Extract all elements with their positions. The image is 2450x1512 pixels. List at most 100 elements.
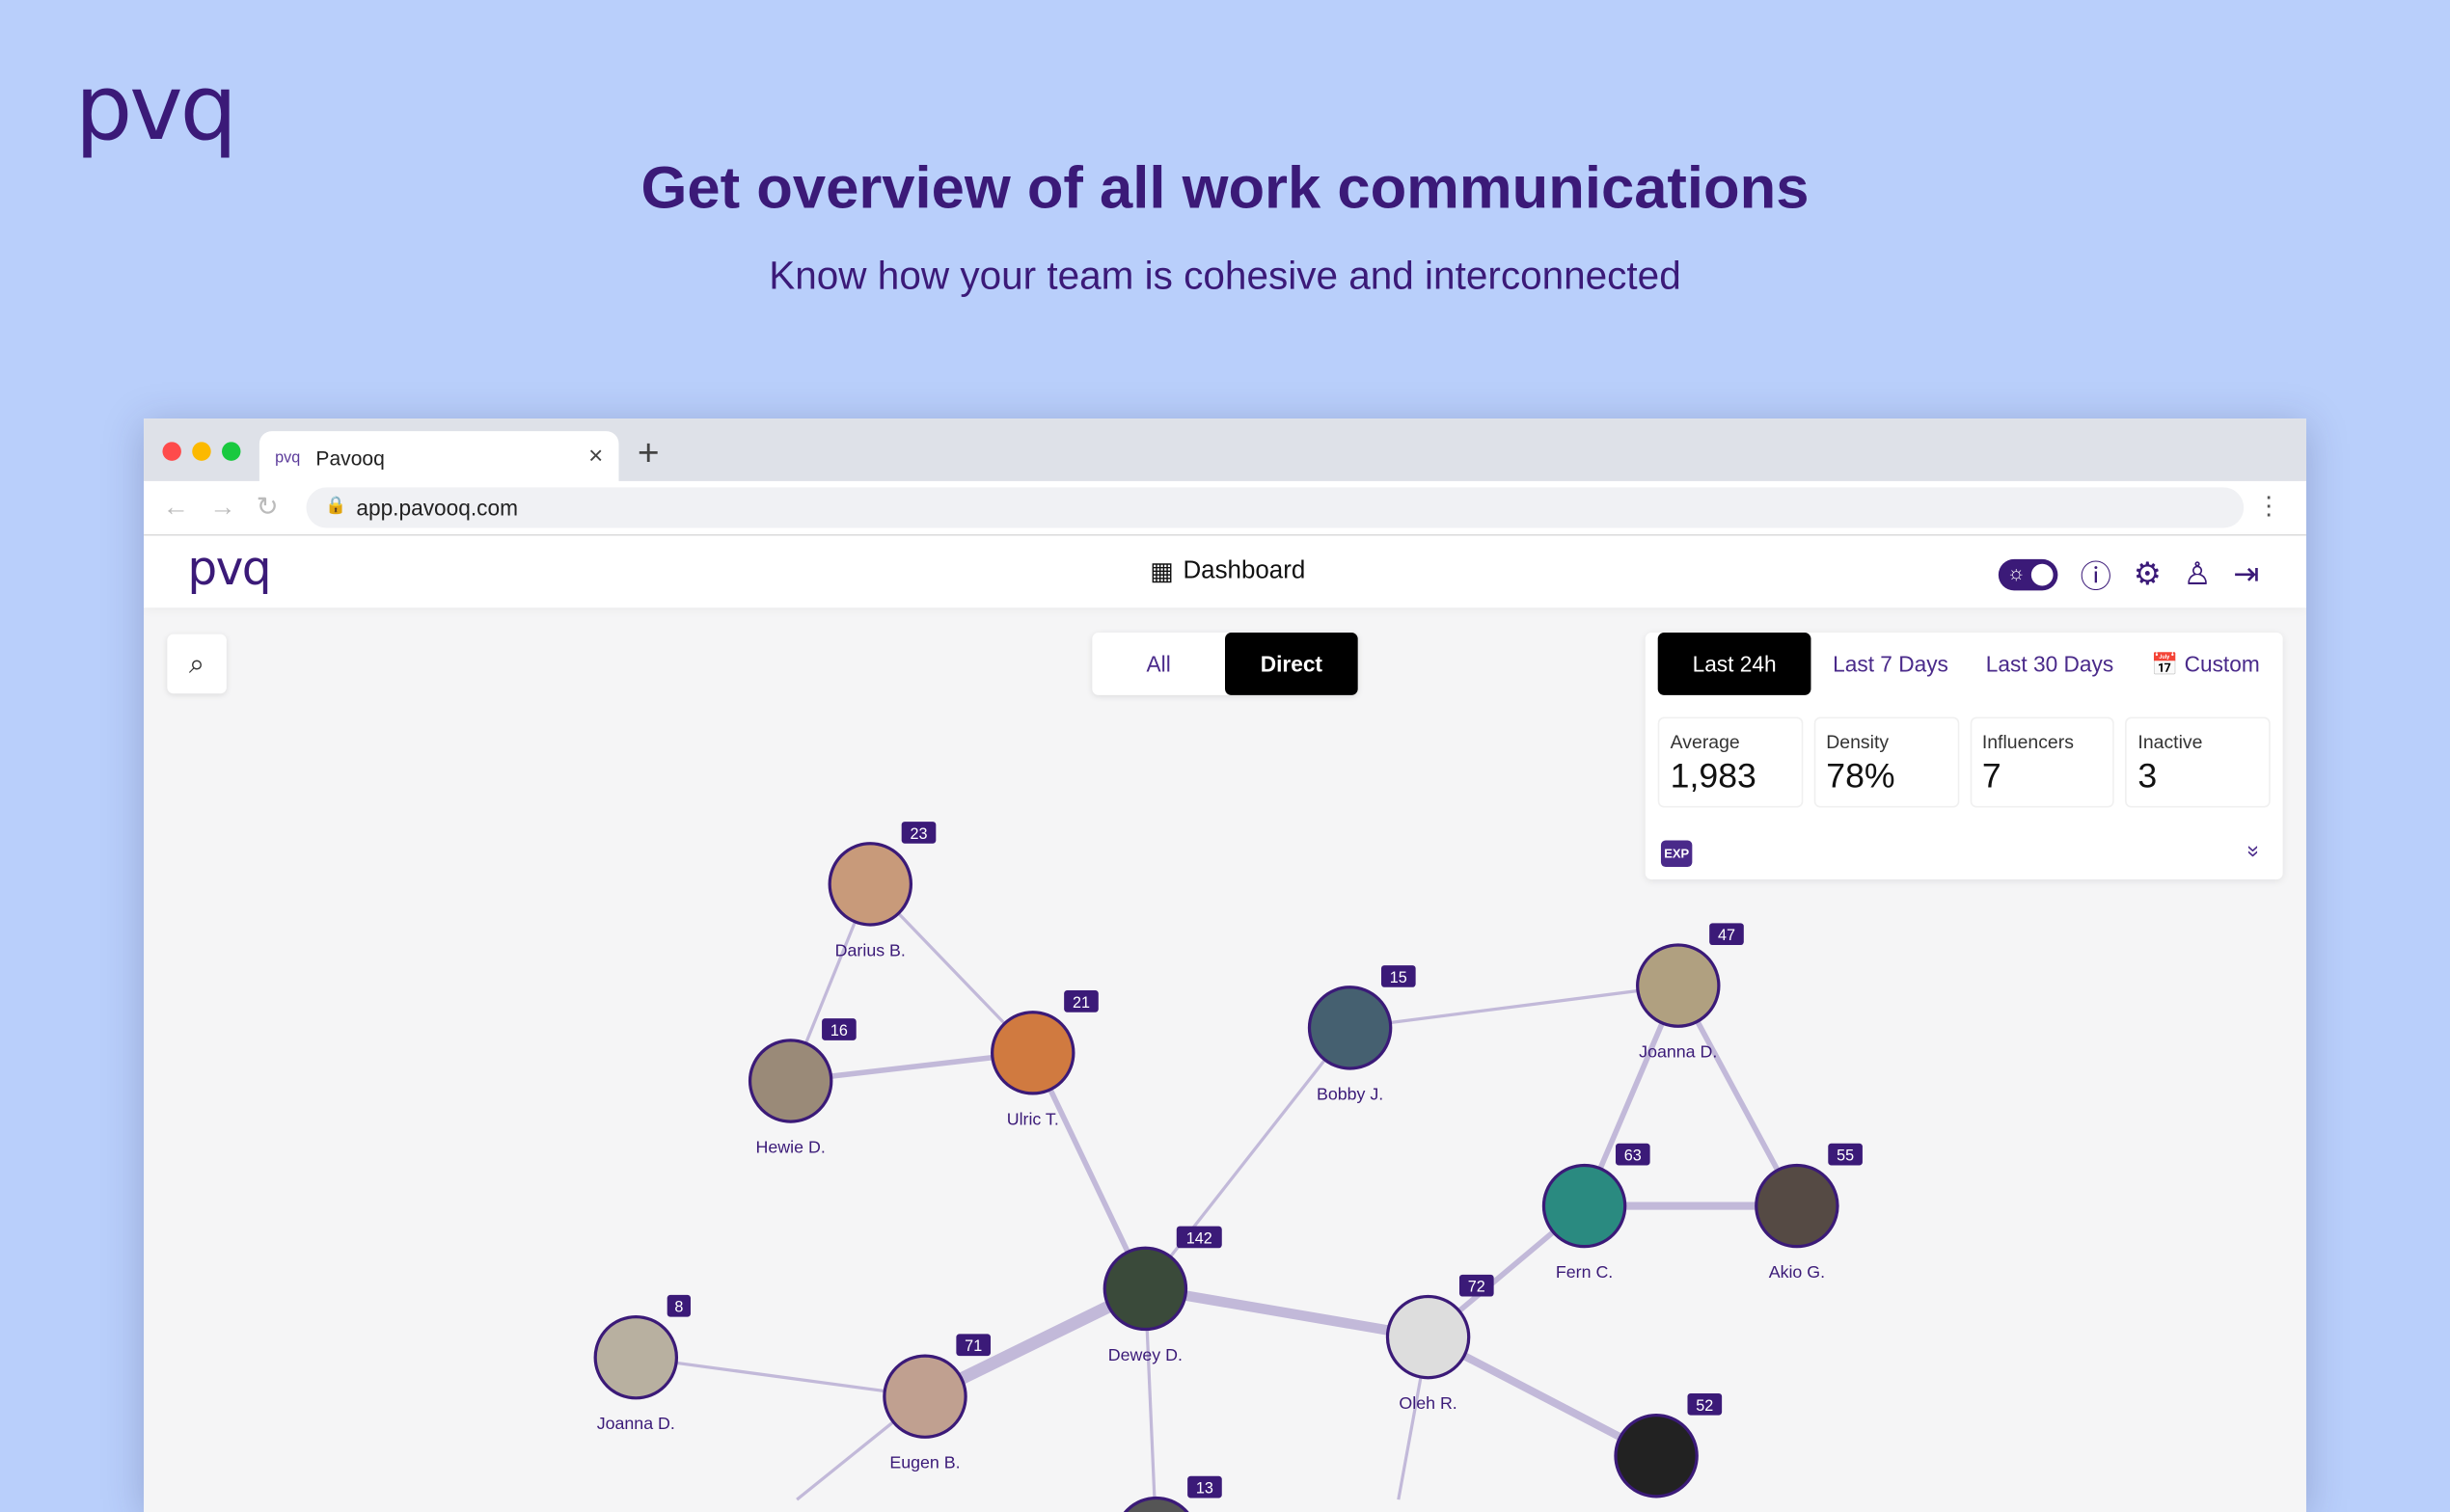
node-name: Oleh R. — [1399, 1393, 1456, 1413]
search-icon: ⌕ — [188, 648, 205, 680]
node-name: Bobby J. — [1317, 1084, 1383, 1103]
stat-value: 7 — [1981, 756, 2001, 796]
avatar[interactable] — [1541, 1163, 1627, 1249]
app-header: pvq ▦ Dashboard ☼ ⓘ ⚙ ♙ ⇥ — [144, 535, 2306, 608]
user-icon[interactable]: ♙ — [2183, 557, 2212, 592]
app-logo[interactable]: pvq — [187, 542, 271, 597]
filter-direct[interactable]: Direct — [1225, 633, 1358, 695]
avatar[interactable] — [1636, 943, 1721, 1028]
brand-logo: pvq — [74, 54, 237, 161]
badge-count: 8 — [674, 1299, 683, 1316]
menu-icon[interactable]: ⋮ — [2256, 493, 2282, 521]
gear-icon[interactable]: ⚙ — [2133, 557, 2162, 592]
node-akio[interactable]: 55 Akio G. — [1755, 1143, 1863, 1282]
avatar[interactable] — [1307, 986, 1393, 1070]
node-n52[interactable]: 52 — [1614, 1392, 1723, 1498]
filter-all[interactable]: All — [1146, 651, 1171, 677]
badge-count: 55 — [1837, 1148, 1854, 1165]
avatar[interactable] — [1102, 1246, 1188, 1332]
message-count-badge — [901, 822, 937, 844]
avatar[interactable] — [1385, 1294, 1471, 1380]
stat-influencers: Influencers 7 — [1969, 716, 2115, 808]
avatar[interactable] — [1755, 1163, 1839, 1249]
avatar[interactable] — [828, 842, 913, 927]
dashboard-nav[interactable]: ▦ Dashboard — [1150, 556, 1305, 587]
minimize-window-button[interactable] — [192, 442, 211, 461]
expand-chevron-icon[interactable]: » — [2242, 845, 2268, 858]
custom-label: Custom — [2184, 651, 2260, 677]
hero-title: Get overview of all work communications — [640, 155, 1810, 223]
node-hewie[interactable]: 16 Hewie D. — [748, 1018, 857, 1156]
node-fern[interactable]: 63 Fern C. — [1541, 1143, 1650, 1282]
node-dewey[interactable]: 142 Dewey D. — [1102, 1226, 1222, 1364]
node-joanna1[interactable]: 47 Joanna D. — [1636, 923, 1744, 1062]
badge-count: 72 — [1468, 1279, 1485, 1296]
node-name: Joanna D. — [597, 1414, 675, 1433]
address-bar: ← → ↻ 🔒 app.pavooq.com ⋮ — [144, 480, 2306, 536]
back-icon[interactable]: ← — [162, 492, 190, 523]
edge-bobby-dewey — [1144, 1026, 1351, 1290]
node-name: Ulric T. — [1007, 1109, 1059, 1128]
range-custom[interactable]: 📅 Custom — [2133, 633, 2279, 695]
node-oleh[interactable]: 72 Oleh R. — [1385, 1274, 1494, 1413]
theme-toggle[interactable]: ☼ — [1999, 558, 2058, 590]
tab-bar: pvq Pavooq × + — [144, 418, 2306, 485]
range-last-7-days[interactable]: Last 7 Days — [1833, 651, 1948, 677]
edge-dewey-oleh — [1144, 1283, 1429, 1342]
edge-ulric-dewey — [1030, 1051, 1148, 1290]
node-joanna2[interactable]: 8 Joanna D. — [593, 1294, 691, 1433]
range-last-24h[interactable]: Last 24h — [1657, 633, 1811, 695]
browser-window: pvq Pavooq × + ← → ↻ 🔒 app.pavooq.com ⋮ p… — [144, 418, 2306, 1512]
close-tab-icon[interactable]: × — [588, 444, 604, 471]
node-name: Fern C. — [1556, 1262, 1613, 1282]
node-n13[interactable]: 13 — [1116, 1475, 1222, 1512]
url-input[interactable]: 🔒 app.pavooq.com — [306, 487, 2245, 528]
calendar-icon: 📅 — [2151, 651, 2179, 677]
sun-icon: ☼ — [2006, 559, 2026, 584]
help-icon[interactable]: ⓘ — [2080, 560, 2112, 596]
message-count-badge — [1458, 1274, 1494, 1297]
stat-value: 1,983 — [1670, 756, 1756, 796]
forward-icon[interactable]: → — [209, 492, 236, 523]
badge-count: 52 — [1696, 1397, 1713, 1415]
node-darius[interactable]: 23 Darius B. — [828, 822, 937, 959]
page: pvq Get overview of all work communicati… — [74, 54, 2306, 1512]
badge-count: 47 — [1718, 927, 1735, 944]
badge-count: 71 — [965, 1337, 982, 1355]
node-eugen[interactable]: 71 Eugen B. — [883, 1334, 992, 1472]
stat-label: Influencers — [1981, 731, 2074, 753]
network-graph: 23 Darius B. 16 Hewie D. 21 Ulric T. 15 Bobby J… — [593, 822, 1863, 1512]
avatar[interactable] — [883, 1354, 967, 1439]
stat-value: 3 — [2137, 756, 2158, 796]
message-count-badge — [956, 1334, 992, 1357]
range-last-30-days[interactable]: Last 30 Days — [1985, 651, 2114, 677]
node-bobby[interactable]: 15 Bobby J. — [1307, 965, 1416, 1103]
badge-count: 142 — [1186, 1229, 1212, 1247]
reload-icon[interactable]: ↻ — [256, 492, 279, 523]
new-tab-icon[interactable]: + — [637, 432, 660, 475]
message-count-badge — [1380, 965, 1416, 987]
avatar[interactable] — [1614, 1414, 1699, 1498]
lock-icon: 🔒 — [324, 497, 347, 516]
browser-tab[interactable]: pvq Pavooq × — [259, 431, 619, 485]
avatar[interactable] — [593, 1314, 679, 1400]
avatar[interactable] — [748, 1039, 833, 1123]
favicon: pvq — [275, 448, 301, 467]
stat-label: Density — [1826, 731, 1890, 753]
search-button[interactable]: ⌕ — [167, 634, 227, 694]
stat-inactive: Inactive 3 — [2125, 716, 2271, 808]
node-name: Eugen B. — [889, 1453, 960, 1472]
dashboard-label: Dashboard — [1183, 557, 1306, 584]
stat-label: Inactive — [2137, 731, 2203, 753]
badge-count: 23 — [910, 825, 927, 843]
export-icon[interactable]: EXP — [1660, 840, 1693, 868]
logout-icon[interactable]: ⇥ — [2233, 557, 2260, 592]
maximize-window-button[interactable] — [222, 442, 241, 461]
avatar[interactable] — [991, 1011, 1075, 1095]
message-count-badge — [1064, 990, 1099, 1012]
node-ulric[interactable]: 21 Ulric T. — [991, 990, 1099, 1128]
close-window-button[interactable] — [162, 442, 181, 461]
stats-panel: Last 24h Last 7 Days Last 30 Days 📅 Cust… — [1645, 633, 2283, 880]
avatar[interactable] — [1116, 1496, 1197, 1512]
badge-count: 63 — [1624, 1148, 1642, 1165]
